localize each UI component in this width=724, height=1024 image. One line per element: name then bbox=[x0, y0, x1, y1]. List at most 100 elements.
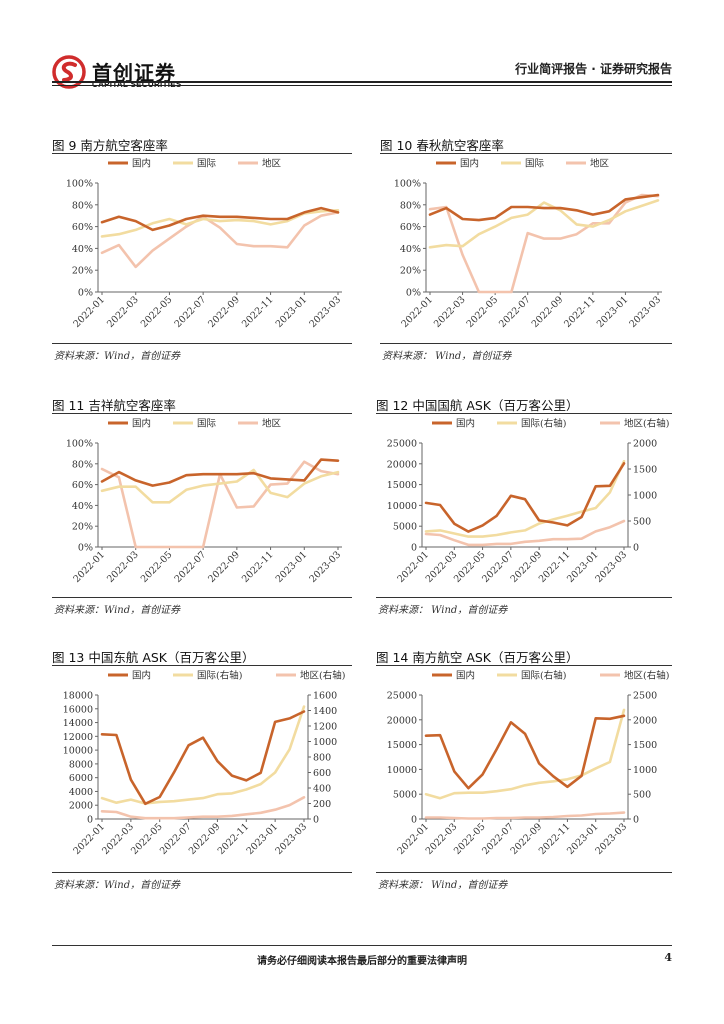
figure-9-bottom-rule bbox=[52, 343, 352, 344]
y2-tick-label: 1600 bbox=[313, 691, 337, 702]
legend-label-0: 国内 bbox=[132, 418, 151, 430]
series-line-2 bbox=[428, 193, 660, 294]
x-tick-label: 2022-03 bbox=[105, 549, 141, 585]
x-tick-label: 2022-11 bbox=[240, 294, 276, 330]
legend-label-1: 国际(右轴) bbox=[521, 670, 566, 682]
y2-tick-label: 1000 bbox=[313, 737, 337, 748]
legend-label-0: 国内 bbox=[460, 158, 479, 170]
y-tick-label: 10000 bbox=[387, 765, 417, 776]
y2-tick-label: 0 bbox=[313, 815, 319, 826]
capital-securities-logo-icon bbox=[52, 55, 86, 89]
y-tick-label: 2000 bbox=[69, 801, 93, 812]
figure-9-chart: 国内 国际 地区0%20%40%60%80%100%2022-012022-0320… bbox=[66, 158, 343, 331]
figure-14-source: 资料来源： Wind，首创证券 bbox=[378, 880, 508, 891]
x-tick-label: 2023-03 bbox=[593, 821, 629, 857]
figure-11-chart: 国内 国际 地区0%20%40%60%80%100%2022-012022-0320… bbox=[66, 418, 343, 586]
y2-tick-label: 1400 bbox=[313, 706, 337, 717]
series-line-2 bbox=[424, 811, 626, 820]
legend-label-1: 国际 bbox=[197, 159, 217, 170]
series-line-0 bbox=[100, 206, 340, 232]
figure-11-source: 资料来源：Wind，首创证券 bbox=[54, 605, 181, 616]
y-tick-label: 60% bbox=[72, 480, 93, 491]
y-tick-label: 5000 bbox=[393, 522, 417, 533]
y2-tick-label: 1500 bbox=[633, 740, 657, 751]
y-tick-label: 60% bbox=[72, 222, 93, 233]
x-tick-label: 2022-05 bbox=[139, 294, 175, 330]
y-tick-label: 0 bbox=[411, 543, 417, 554]
y-tick-label: 20000 bbox=[387, 459, 417, 470]
y-tick-label: 0% bbox=[406, 288, 421, 299]
y-tick-label: 20000 bbox=[387, 715, 417, 726]
y-tick-label: 8000 bbox=[69, 759, 93, 770]
series-line-0 bbox=[424, 462, 626, 533]
figure-14-bottom-rule bbox=[376, 872, 672, 873]
x-tick-label: 2022-11 bbox=[562, 294, 598, 330]
legend-label-2: 地区 bbox=[262, 418, 282, 430]
legend-label-0: 国内 bbox=[132, 158, 151, 170]
report-type-label: 行业简评报告 · 证券研究报告 bbox=[515, 62, 672, 76]
figure-12-panel: 图 12 中国国航 ASK（百万客公里） 国内 国际(右轴) 地区(右轴) 0 5000… bbox=[376, 395, 672, 620]
figure-13-source: 资料来源：Wind，首创证券 bbox=[54, 880, 181, 891]
series-line-2 bbox=[424, 519, 626, 547]
page-number: 4 bbox=[664, 951, 672, 964]
legend-label-1: 国际 bbox=[197, 419, 217, 430]
y2-tick-label: 0 bbox=[633, 815, 639, 826]
y-tick-label: 4000 bbox=[69, 787, 93, 798]
y-tick-label: 0 bbox=[87, 815, 93, 826]
series-line-0 bbox=[424, 714, 626, 790]
x-tick-label: 2023-03 bbox=[273, 821, 309, 857]
legend-label-2: 地区 bbox=[590, 158, 610, 170]
x-tick-label: 2022-03 bbox=[432, 294, 468, 330]
y-tick-label: 0% bbox=[78, 288, 93, 299]
legend-label-0: 国内 bbox=[132, 670, 151, 682]
y-tick-label: 100% bbox=[394, 179, 421, 190]
series-line-0 bbox=[428, 193, 660, 222]
y-tick-label: 15000 bbox=[387, 480, 417, 491]
x-tick-label: 2023-03 bbox=[627, 294, 663, 330]
legend-label-1: 国际 bbox=[525, 159, 545, 170]
y2-tick-label: 500 bbox=[633, 790, 651, 801]
figure-9-top-rule bbox=[52, 153, 352, 154]
y-tick-label: 40% bbox=[400, 244, 421, 255]
logo-english-name: CAPITAL SECURITIES bbox=[92, 80, 182, 89]
series-line-1 bbox=[100, 208, 340, 238]
y2-tick-label: 500 bbox=[633, 517, 651, 528]
figure-14-panel: 图 14 南方航空 ASK（百万客公里） 国内 国际(右轴) 地区(右轴) 0 5000… bbox=[376, 647, 672, 892]
series-line-1 bbox=[100, 468, 340, 504]
legend-label-2: 地区(右轴) bbox=[300, 670, 345, 682]
figure-10-panel: 图 10 春秋航空客座率 国内 国际 地区 0% 20% 40% 60% 80% 100% 202… bbox=[380, 135, 672, 365]
x-tick-label: 2022-03 bbox=[105, 294, 141, 330]
x-tick-label: 2022-01 bbox=[399, 294, 435, 330]
x-tick-label: 2022-07 bbox=[173, 294, 209, 330]
y-tick-label: 0 bbox=[411, 815, 417, 826]
x-tick-label: 2022-11 bbox=[240, 549, 276, 585]
x-tick-label: 2022-09 bbox=[530, 294, 566, 330]
x-tick-label: 2022-07 bbox=[173, 549, 209, 585]
y2-tick-label: 2000 bbox=[633, 715, 657, 726]
legend-label-1: 国际(右轴) bbox=[197, 670, 242, 682]
x-tick-label: 2023-03 bbox=[307, 549, 343, 585]
x-tick-label: 2023-03 bbox=[307, 294, 343, 330]
figure-9-title: 图 9 南方航空客座率 bbox=[52, 138, 168, 153]
figure-10-top-rule bbox=[380, 153, 672, 154]
y-tick-label: 25000 bbox=[387, 691, 417, 702]
figure-11-bottom-rule bbox=[52, 597, 352, 598]
legend-label-1: 国际(右轴) bbox=[521, 418, 566, 430]
y-tick-label: 20% bbox=[72, 266, 93, 277]
y2-tick-label: 1500 bbox=[633, 465, 657, 476]
y2-tick-label: 200 bbox=[313, 799, 331, 810]
legend-label-2: 地区(右轴) bbox=[624, 670, 669, 682]
y2-tick-label: 1000 bbox=[633, 491, 657, 502]
figure-13-chart: 国内 国际(右轴) 地区(右轴)02000400060008000100001200… bbox=[63, 670, 346, 858]
x-tick-label: 2022-05 bbox=[465, 294, 501, 330]
footer-divider bbox=[52, 945, 672, 946]
legend-label-2: 地区 bbox=[262, 158, 282, 170]
x-tick-label: 2022-01 bbox=[71, 549, 107, 585]
x-tick-label: 2023-01 bbox=[274, 294, 310, 330]
figure-10-bottom-rule bbox=[380, 343, 672, 344]
y2-tick-label: 1000 bbox=[633, 765, 657, 776]
y-tick-label: 100% bbox=[66, 179, 93, 190]
figure-12-title: 图 12 中国国航 ASK（百万客公里） bbox=[376, 398, 579, 413]
legend-label-0: 国内 bbox=[456, 670, 475, 682]
figure-13-panel: 图 13 中国东航 ASK（百万客公里） 国内 国际(右轴) 地区(右轴) 0 2000… bbox=[52, 647, 352, 892]
